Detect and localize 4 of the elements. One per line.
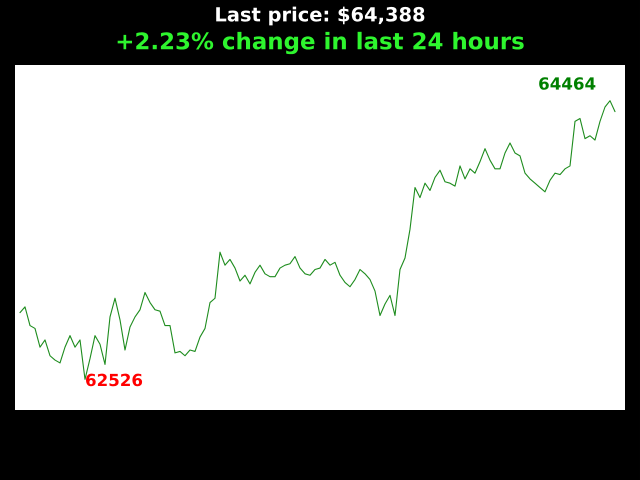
chart-subtitle: +2.23% change in last 24 hours [118,32,524,54]
chart-title: Last price: $64,388 [216,6,424,26]
data-label: 62526 [86,374,142,386]
data-label: 64464 [539,77,596,90]
